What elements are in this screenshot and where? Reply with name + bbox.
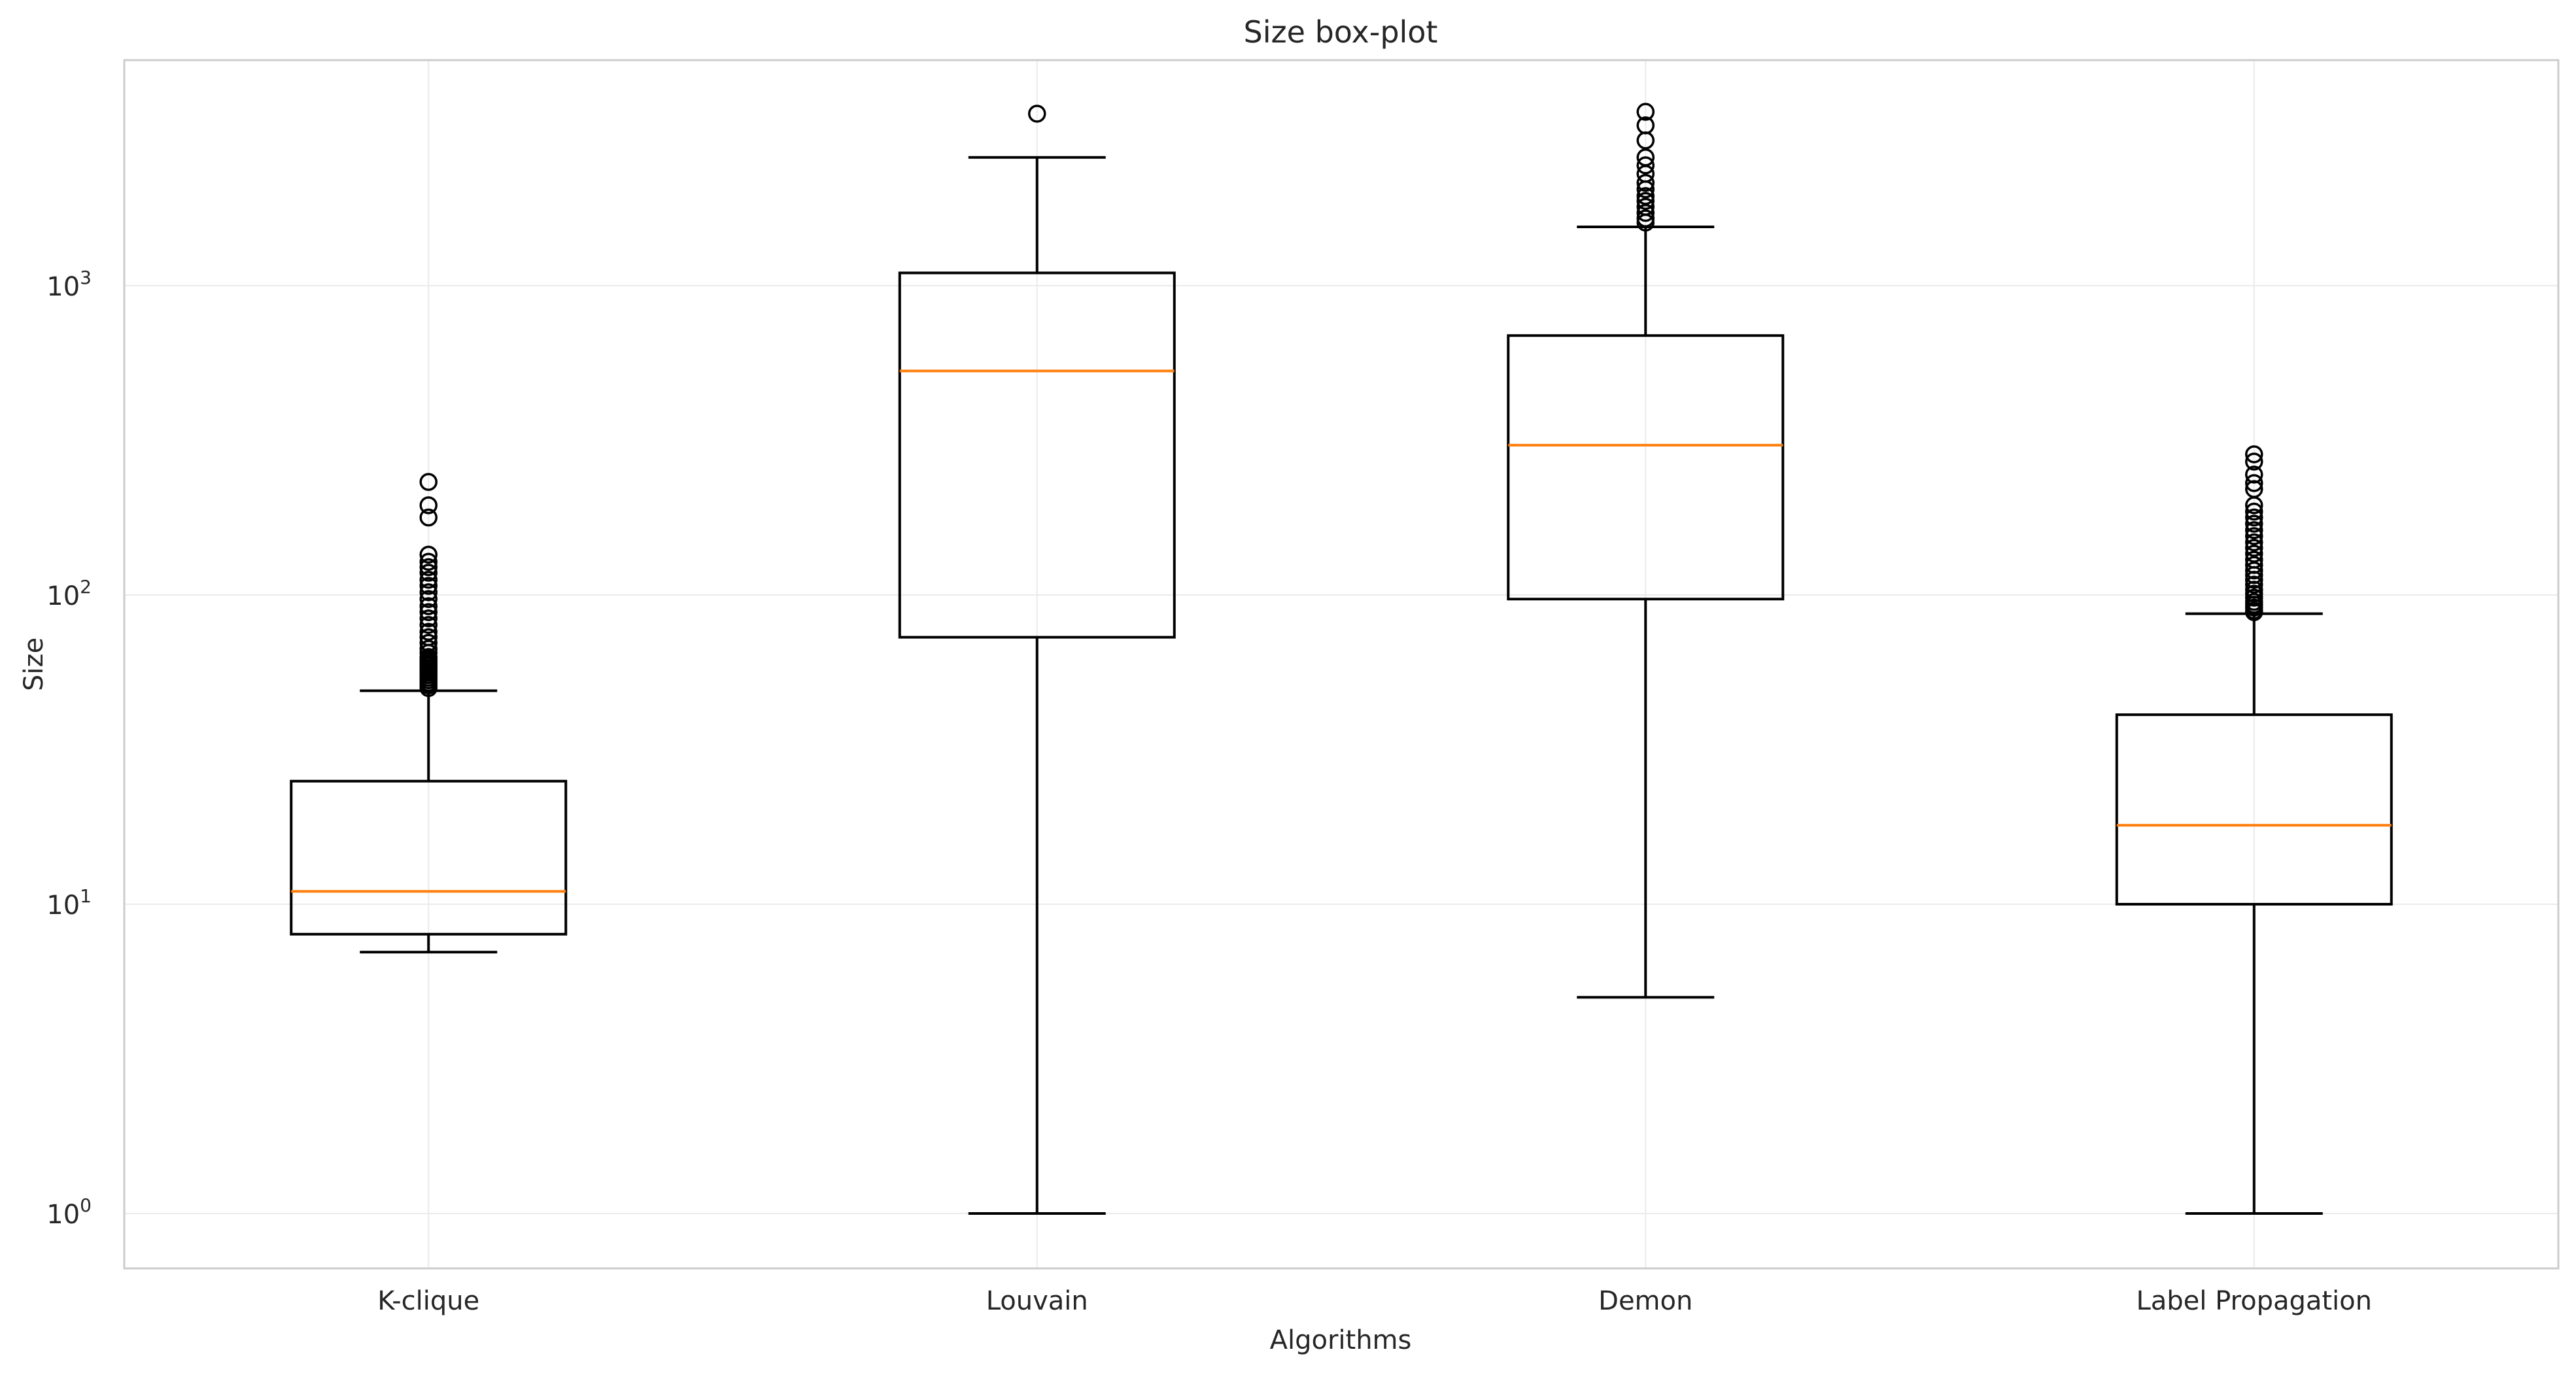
- outlier-point: [2245, 545, 2263, 563]
- outlier-point: [419, 590, 438, 609]
- box-label-propagation: [2115, 445, 2393, 1215]
- outlier-point: [1636, 103, 1655, 121]
- plot-area-frame: [123, 59, 2560, 1270]
- x-tick-label: Louvain: [986, 1286, 1088, 1316]
- iqr-box: [898, 271, 1176, 639]
- outlier-point: [2245, 452, 2263, 471]
- x-tick-label: Demon: [1598, 1286, 1692, 1316]
- outlier-point: [419, 570, 438, 589]
- outlier-point: [2245, 466, 2263, 484]
- outlier-point: [2245, 556, 2263, 574]
- outlier-point: [2245, 445, 2263, 464]
- y-tick-label: 102: [46, 576, 92, 611]
- outlier-point: [2245, 539, 2263, 557]
- outlier-point: [419, 473, 438, 491]
- outlier-point: [1636, 209, 1655, 228]
- outlier-point: [1636, 156, 1655, 175]
- outlier-point: [419, 628, 438, 647]
- outlier-point: [419, 496, 438, 515]
- outlier-point: [1636, 187, 1655, 205]
- x-tick-label: Label Propagation: [2136, 1286, 2372, 1316]
- outlier-point: [2245, 551, 2263, 569]
- y-axis-label: Size: [19, 637, 49, 691]
- outlier-point: [419, 564, 438, 582]
- outlier-point: [419, 603, 438, 622]
- chart-title: Size box-plot: [1244, 14, 1438, 50]
- iqr-box: [2115, 713, 2393, 906]
- box-plot-marks: [290, 103, 2393, 1215]
- outlier-point: [419, 609, 438, 628]
- outlier-point: [419, 577, 438, 595]
- outlier-point: [2245, 527, 2263, 545]
- iqr-box: [290, 779, 568, 936]
- outlier-point: [419, 639, 438, 658]
- outlier-point: [419, 597, 438, 615]
- outlier-point: [1636, 192, 1655, 211]
- x-axis-ticks: K-clique Louvain Demon Label Propagation: [377, 1286, 2372, 1316]
- outlier-point: [2245, 508, 2263, 527]
- outlier-point: [1636, 148, 1655, 167]
- outlier-point: [2245, 515, 2263, 533]
- outlier-point: [1636, 203, 1655, 222]
- outlier-point: [2245, 533, 2263, 552]
- y-tick-label: 100: [46, 1195, 92, 1230]
- outlier-point: [419, 558, 438, 577]
- iqr-box: [1507, 334, 1785, 601]
- outlier-point: [2245, 502, 2263, 521]
- box-demon: [1507, 103, 1785, 999]
- y-tick-label: 103: [46, 267, 92, 302]
- x-axis-label: Algorithms: [1270, 1325, 1412, 1355]
- box-k-clique: [290, 473, 568, 954]
- outlier-point: [419, 508, 438, 527]
- outlier-point: [419, 552, 438, 571]
- outlier-point: [419, 634, 438, 653]
- outlier-point: [419, 583, 438, 602]
- outlier-point: [2245, 474, 2263, 492]
- outlier-point: [419, 622, 438, 641]
- outlier-point: [2245, 575, 2263, 594]
- outlier-point: [1636, 116, 1655, 135]
- x-tick-label: K-clique: [377, 1286, 479, 1316]
- outlier-point: [2245, 480, 2263, 498]
- outlier-point: [2245, 521, 2263, 539]
- outlier-point: [419, 616, 438, 634]
- outlier-point: [1636, 197, 1655, 216]
- box-louvain: [898, 105, 1176, 1215]
- y-axis-ticks: 100 101 102 103: [46, 267, 92, 1230]
- outlier-point: [1028, 105, 1046, 123]
- outlier-point: [1636, 174, 1655, 192]
- y-tick-label: 101: [46, 885, 92, 921]
- outlier-point: [419, 545, 438, 564]
